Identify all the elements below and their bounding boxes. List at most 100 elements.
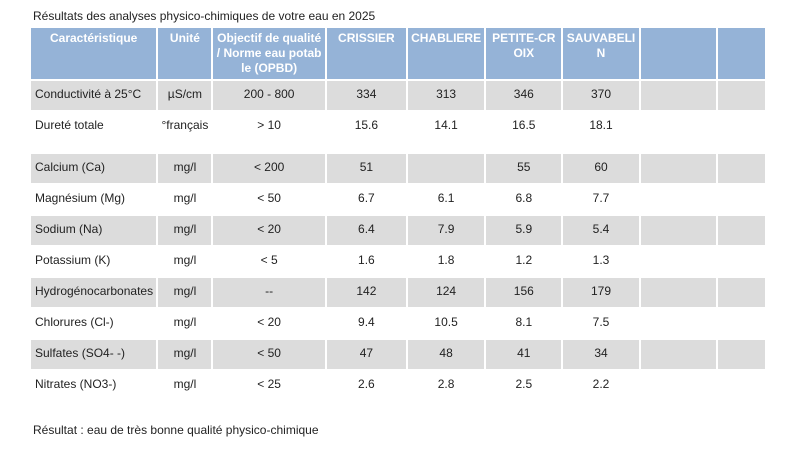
table-cell: [718, 371, 765, 400]
table-cell: < 25: [257, 377, 281, 391]
table-cell: 2.6: [358, 377, 375, 391]
table-cell: [717, 340, 765, 369]
table-cell: Conductivité à 25°C: [31, 81, 157, 110]
table-cell: [641, 371, 716, 400]
table-cell: 6.8: [515, 191, 533, 205]
table-cell: 156: [486, 278, 562, 307]
table-cell: mg/l: [173, 191, 197, 205]
table-cell: [717, 216, 765, 245]
table-row: Magnésium (Mg) mg/l < 50 6.7 6.1 6.8 7.7: [31, 185, 765, 214]
header-row: Caractéristique Unité Objectif de qualité …: [31, 28, 765, 79]
table-cell: 34: [563, 340, 639, 369]
table-cell: 16.5: [512, 118, 536, 132]
table-cell: 2.5: [515, 377, 533, 391]
table-cell: 2.8: [437, 377, 455, 391]
table-cell: [641, 112, 716, 152]
table-cell: mg/l: [158, 340, 212, 369]
table-row: Calcium (Ca) mg/l < 200 51 55 60: [31, 154, 765, 183]
table-cell: [640, 278, 716, 307]
table-cell: Potassium (K): [35, 253, 111, 267]
table-cell: < 50: [213, 340, 325, 369]
results-table: Caractéristique Unité Objectif de qualité …: [29, 26, 767, 402]
table-cell: 9.4: [358, 315, 375, 329]
table-cell: --: [213, 278, 325, 307]
table-cell: 1.8: [437, 253, 455, 267]
table-cell: mg/l: [173, 377, 197, 391]
table-cell: 334: [326, 81, 406, 110]
table-cell: Magnésium (Mg): [35, 191, 126, 205]
table-cell: [640, 81, 716, 110]
table-cell: [640, 154, 716, 183]
header-cell: Unité: [158, 28, 212, 79]
table-cell: µS/cm: [158, 81, 212, 110]
table-cell: mg/l: [158, 278, 212, 307]
table-cell: mg/l: [173, 253, 197, 267]
header-cell: PETITE-CROIX: [486, 28, 562, 79]
table-cell: 1.6: [358, 253, 375, 267]
table-cell: 55: [486, 154, 562, 183]
table-cell: 2.2: [592, 377, 610, 391]
table-cell: 48: [408, 340, 485, 369]
table-cell: 1.3: [592, 253, 610, 267]
header-cell: SAUVABELIN: [563, 28, 639, 79]
table-cell: 60: [563, 154, 639, 183]
table-cell: 5.9: [486, 216, 562, 245]
table-row: Dureté totale °français > 10 15.6 14.1 16.5 18…: [31, 112, 765, 152]
table-row: Hydrogénocarbonates mg/l -- 142 124 156 179: [31, 278, 765, 307]
table-cell: [640, 216, 716, 245]
table-cell: Sodium (Na): [31, 216, 157, 245]
header-cell: CRISSIER: [326, 28, 406, 79]
table-body: Conductivité à 25°C µS/cm 200 - 800 334 313 3…: [31, 81, 765, 400]
table-cell: 1.2: [515, 253, 533, 267]
table-cell: [718, 309, 765, 338]
table-cell: Calcium (Ca): [31, 154, 157, 183]
table-row: Sulfates (SO4- -) mg/l < 50 47 48 41 34: [31, 340, 765, 369]
table-cell: 47: [326, 340, 406, 369]
result-text: Résultat : eau de très bonne qualité phy…: [33, 423, 319, 437]
header-cell: [640, 28, 716, 79]
table-cell: 7.5: [592, 315, 610, 329]
table-cell: mg/l: [158, 154, 212, 183]
table-cell: 179: [563, 278, 639, 307]
table-cell: [641, 185, 716, 214]
table-cell: [640, 340, 716, 369]
table-cell: 5.4: [563, 216, 639, 245]
table-cell: < 20: [257, 315, 281, 329]
table-cell: 8.1: [515, 315, 533, 329]
table-row: Sodium (Na) mg/l < 20 6.4 7.9 5.9 5.4: [31, 216, 765, 245]
table-cell: 124: [408, 278, 485, 307]
header-cell: Caractéristique: [31, 28, 157, 79]
table-cell: [717, 278, 765, 307]
table-row: Nitrates (NO3-) mg/l < 25 2.6 2.8 2.5 2.2: [31, 371, 765, 400]
table-cell: 41: [486, 340, 562, 369]
table-cell: [718, 185, 765, 214]
header-cell: [717, 28, 765, 79]
table-cell: mg/l: [173, 315, 197, 329]
table-cell: 6.4: [326, 216, 406, 245]
table-cell: [717, 154, 765, 183]
table-cell: Sulfates (SO4- -): [31, 340, 157, 369]
table-cell: Dureté totale: [35, 118, 104, 132]
table-cell: Chlorures (Cl-): [35, 315, 114, 329]
table-cell: 10.5: [434, 315, 458, 329]
table-cell: 6.7: [358, 191, 375, 205]
table-cell: 18.1: [589, 118, 613, 132]
table-cell: 6.1: [437, 191, 455, 205]
table-cell: [718, 247, 765, 276]
table-cell: 7.7: [592, 191, 610, 205]
table-row: Potassium (K) mg/l < 5 1.6 1.8 1.2 1.3: [31, 247, 765, 276]
table-cell: [641, 247, 716, 276]
table-cell: < 20: [213, 216, 325, 245]
table-row: Conductivité à 25°C µS/cm 200 - 800 334 313 3…: [31, 81, 765, 110]
table-cell: 370: [563, 81, 639, 110]
table-cell: < 50: [257, 191, 281, 205]
table-cell: 142: [326, 278, 406, 307]
table-cell: 51: [326, 154, 406, 183]
table-row: Chlorures (Cl-) mg/l < 20 9.4 10.5 8.1 7.5: [31, 309, 765, 338]
table-cell: [408, 154, 485, 183]
table-cell: [718, 112, 765, 152]
header-cell: Objectif de qualité / Norme eau potable …: [213, 28, 325, 79]
table-cell: 7.9: [408, 216, 485, 245]
table-cell: Nitrates (NO3-): [35, 377, 117, 391]
